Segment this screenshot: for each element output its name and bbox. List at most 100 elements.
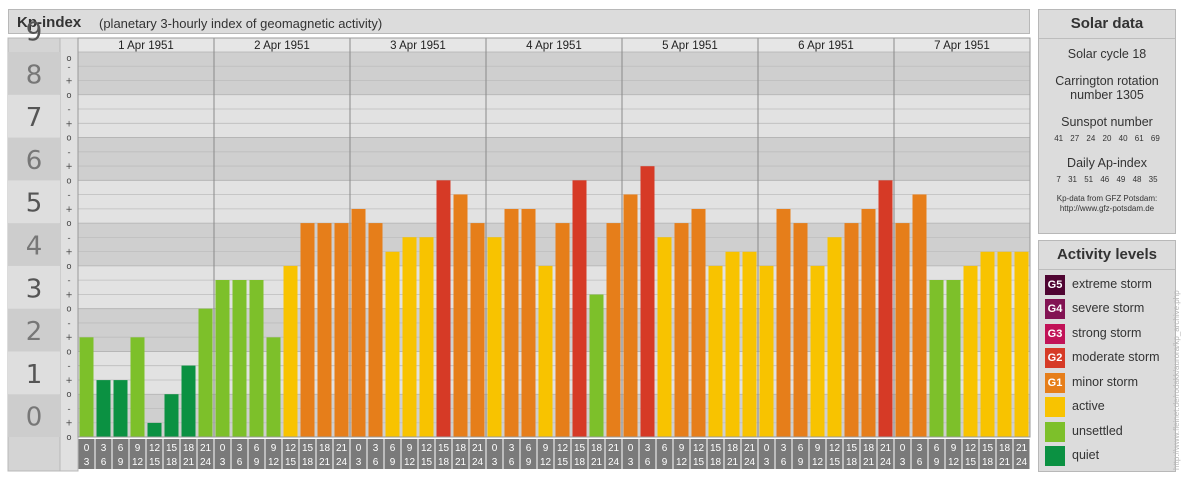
interval-cell [282,439,299,469]
interval-start-label: 21 [200,443,212,454]
interval-start-label: 0 [84,443,90,454]
interval-start-label: 0 [492,443,498,454]
kp-bar [130,337,145,437]
interval-cell [537,439,554,469]
y-sub-label: - [67,233,70,243]
level-swatch: G2 [1045,348,1065,368]
level-label: moderate storm [1072,350,1160,364]
interval-end-label: 12 [132,457,144,468]
y-sub-label: o [66,91,71,101]
interval-end-label: 21 [455,457,467,468]
y-sub-label: o [66,54,71,64]
interval-end-label: 3 [900,457,906,468]
interval-start-label: 15 [710,443,722,454]
interval-end-label: 24 [1016,457,1028,468]
day-label: 2 Apr 1951 [254,40,310,52]
level-swatch [1045,397,1065,417]
y-tick-label: 8 [26,60,43,90]
y-sub-label: - [67,319,70,329]
kp-bar [555,223,570,437]
interval-end-label: 3 [492,457,498,468]
interval-end-label: 9 [934,457,940,468]
kp-bar [589,294,604,437]
interval-end-label: 15 [421,457,433,468]
kp-bar [572,180,587,438]
kp-bar [623,194,638,437]
interval-end-label: 21 [183,457,195,468]
interval-end-label: 18 [710,457,722,468]
interval-cell [248,439,265,469]
interval-start-label: 18 [319,443,331,454]
interval-cell [265,439,282,469]
label-band [8,52,60,95]
interval-start-label: 12 [285,443,297,454]
interval-end-label: 9 [118,457,124,468]
interval-cell [367,439,384,469]
interval-start-label: 3 [917,443,923,454]
kp-bar [861,208,876,437]
interval-cell [350,439,367,469]
day-label: 4 Apr 1951 [526,40,582,52]
interval-cell [741,439,758,469]
interval-end-label: 21 [863,457,875,468]
interval-end-label: 24 [608,457,620,468]
interval-start-label: 3 [237,443,243,454]
interval-cell [673,439,690,469]
interval-start-label: 18 [455,443,467,454]
interval-end-label: 3 [84,457,90,468]
y-sub-label: + [65,290,72,300]
y-tick-label: 3 [26,274,43,304]
y-sub-label: - [67,105,70,115]
interval-cell [503,439,520,469]
kp-bar [793,223,808,437]
interval-end-label: 15 [829,457,841,468]
interval-cell [911,439,928,469]
level-swatch: G5 [1045,275,1065,295]
interval-cell [639,439,656,469]
level-strong-storm: G3 strong storm [1045,324,1175,344]
level-band [78,137,1030,181]
interval-start-label: 12 [693,443,705,454]
sunspot-title: Sunspot number [1061,115,1153,129]
interval-cell [384,439,401,469]
kp-bar [742,251,757,437]
level-swatch: G4 [1045,299,1065,319]
kp-bar [1014,251,1029,437]
level-quiet: quiet [1045,446,1175,466]
kp-bar [385,251,400,437]
interval-end-label: 18 [438,457,450,468]
interval-end-label: 15 [285,457,297,468]
interval-start-label: 9 [815,443,821,454]
interval-cell [860,439,877,469]
interval-start-label: 0 [764,443,770,454]
plot-frame [77,37,1031,438]
kp-bar [538,265,553,437]
interval-start-label: 18 [727,443,739,454]
interval-start-label: 3 [781,443,787,454]
kp-bar [725,251,740,437]
kp-bar [946,280,961,437]
interval-cell [605,439,622,469]
kp-bar [198,308,213,437]
kp-bar [351,208,366,437]
y-sub-label: o [66,347,71,357]
interval-end-label: 24 [336,457,348,468]
kp-bar [419,237,434,437]
interval-cell [656,439,673,469]
kp-bar [810,265,825,437]
kp-bar [895,223,910,437]
level-swatch [1045,422,1065,442]
interval-start-label: 6 [526,443,532,454]
interval-end-label: 24 [744,457,756,468]
interval-start-label: 3 [373,443,379,454]
kp-bar [300,223,315,437]
kp-bar [181,365,196,437]
level-minor-storm: G1 minor storm [1045,373,1175,393]
interval-cell [928,439,945,469]
interval-cell [996,439,1013,469]
interval-cell [571,439,588,469]
interval-end-label: 6 [917,457,923,468]
y-sub-label: o [66,390,71,400]
interval-cell [1013,439,1030,469]
kp-bar [674,223,689,437]
